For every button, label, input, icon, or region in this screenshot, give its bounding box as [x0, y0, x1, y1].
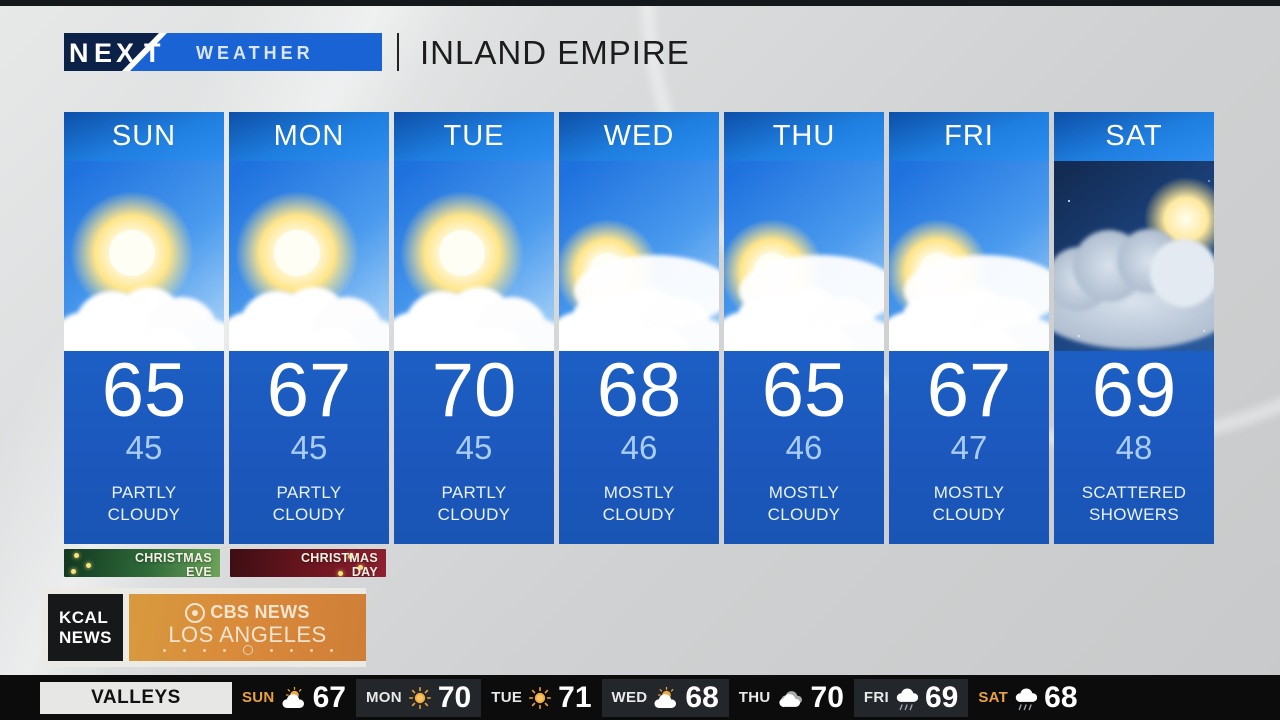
svg-text:N: N — [69, 38, 89, 68]
svg-text:E: E — [94, 38, 112, 68]
svg-text:X: X — [116, 38, 134, 68]
svg-text:T: T — [144, 38, 161, 68]
svg-text:WEATHER: WEATHER — [196, 43, 314, 63]
